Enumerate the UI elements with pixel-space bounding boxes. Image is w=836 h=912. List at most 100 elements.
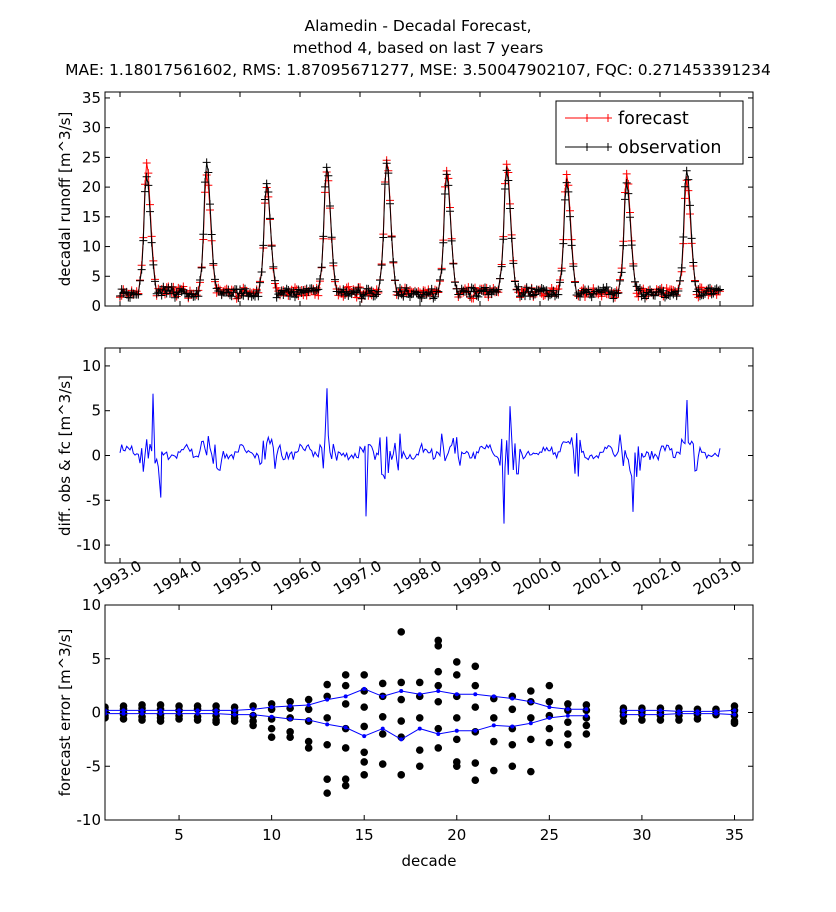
marker-observation	[691, 277, 699, 286]
marker-observation	[316, 275, 324, 284]
error-point	[360, 703, 369, 711]
legend-marker	[583, 114, 591, 122]
marker-observation	[207, 230, 216, 239]
diff-plot-area	[119, 348, 721, 563]
marker-observation	[374, 287, 383, 296]
y-tick-label: -5	[86, 757, 101, 775]
lower-error-band-point	[658, 712, 663, 717]
y-tick-label: 20	[82, 178, 101, 196]
marker-observation	[194, 292, 203, 301]
marker-observation	[394, 291, 403, 300]
marker-observation	[436, 275, 444, 284]
upper-error-band-point	[380, 694, 385, 699]
error-point	[508, 762, 517, 771]
error-point	[582, 730, 591, 738]
marker-observation	[467, 283, 476, 292]
error-point	[212, 718, 220, 726]
error-point	[527, 735, 535, 744]
error-point	[286, 728, 294, 736]
marker-observation	[497, 262, 506, 271]
marker-observation	[446, 207, 454, 216]
error-point	[378, 679, 387, 688]
series-line-forecast	[119, 160, 721, 301]
marker-observation	[122, 287, 131, 296]
marker-observation	[371, 292, 379, 301]
lower-error-band-point	[380, 726, 385, 731]
marker-observation	[236, 285, 244, 294]
lower-error-band-point	[325, 722, 330, 727]
marker-observation	[127, 288, 136, 297]
marker-observation	[271, 276, 279, 285]
error-point	[249, 702, 257, 710]
x-axis-label: decade	[402, 852, 457, 870]
marker-observation	[696, 292, 704, 301]
y-axis-label: forecast error [m^3/s]	[56, 629, 74, 797]
error-point	[564, 740, 572, 749]
marker-observation	[584, 285, 593, 294]
marker-observation	[246, 289, 254, 298]
lower-error-band-point	[251, 712, 256, 717]
error-point	[341, 681, 350, 690]
lower-error-band-point	[417, 726, 422, 731]
marker-observation	[372, 290, 381, 299]
marker-observation	[606, 290, 614, 299]
error-point	[341, 781, 350, 790]
error-point	[341, 744, 350, 752]
marker-observation	[677, 263, 686, 272]
error-point	[323, 680, 331, 689]
marker-observation	[714, 286, 723, 295]
x-tick-label: 35	[725, 826, 744, 844]
marker-observation	[709, 289, 718, 298]
marker-observation	[527, 284, 536, 293]
marker-observation	[379, 233, 388, 242]
lower-error-band-point	[269, 714, 274, 719]
legend-label: observation	[618, 138, 722, 158]
marker-forecast	[142, 159, 151, 168]
marker-observation	[509, 259, 518, 268]
error-point	[508, 705, 517, 714]
y-tick-label: 5	[91, 402, 101, 420]
lower-error-band-point	[140, 711, 145, 716]
error-point	[452, 735, 461, 744]
marker-observation	[619, 241, 628, 250]
marker-forecast	[684, 186, 693, 195]
marker-observation	[201, 178, 209, 187]
marker-observation	[282, 284, 291, 293]
marker-observation	[342, 287, 351, 296]
marker-observation	[294, 285, 303, 294]
marker-observation	[266, 214, 274, 223]
error-point	[490, 714, 498, 722]
error-point	[378, 713, 387, 721]
marker-observation	[196, 275, 204, 284]
marker-observation	[556, 278, 564, 287]
marker-observation	[429, 294, 438, 303]
marker-observation	[617, 268, 626, 277]
error-point	[156, 717, 165, 725]
marker-observation	[326, 201, 334, 210]
runoff-plot-area	[116, 92, 724, 306]
marker-observation	[627, 241, 636, 250]
upper-error-band-point	[325, 697, 330, 702]
marker-observation	[501, 185, 509, 194]
marker-observation	[177, 287, 186, 296]
upper-error-band-point	[343, 694, 348, 699]
marker-observation	[674, 287, 683, 296]
marker-observation	[319, 232, 328, 241]
upper-error-band-point	[436, 689, 441, 693]
marker-observation	[147, 238, 156, 247]
lower-error-band-point	[565, 713, 570, 718]
error-point	[527, 687, 535, 695]
marker-observation	[699, 291, 708, 300]
lower-error-band-point	[621, 712, 626, 717]
marker-observation	[269, 262, 278, 271]
lower-error-band-point	[195, 711, 200, 716]
error-point	[471, 681, 480, 690]
marker-observation	[254, 292, 263, 301]
error-point	[452, 714, 461, 722]
marker-observation	[667, 288, 676, 297]
marker-observation	[327, 233, 336, 242]
marker-observation	[171, 293, 179, 302]
marker-observation	[682, 166, 691, 175]
error-point	[508, 740, 517, 749]
